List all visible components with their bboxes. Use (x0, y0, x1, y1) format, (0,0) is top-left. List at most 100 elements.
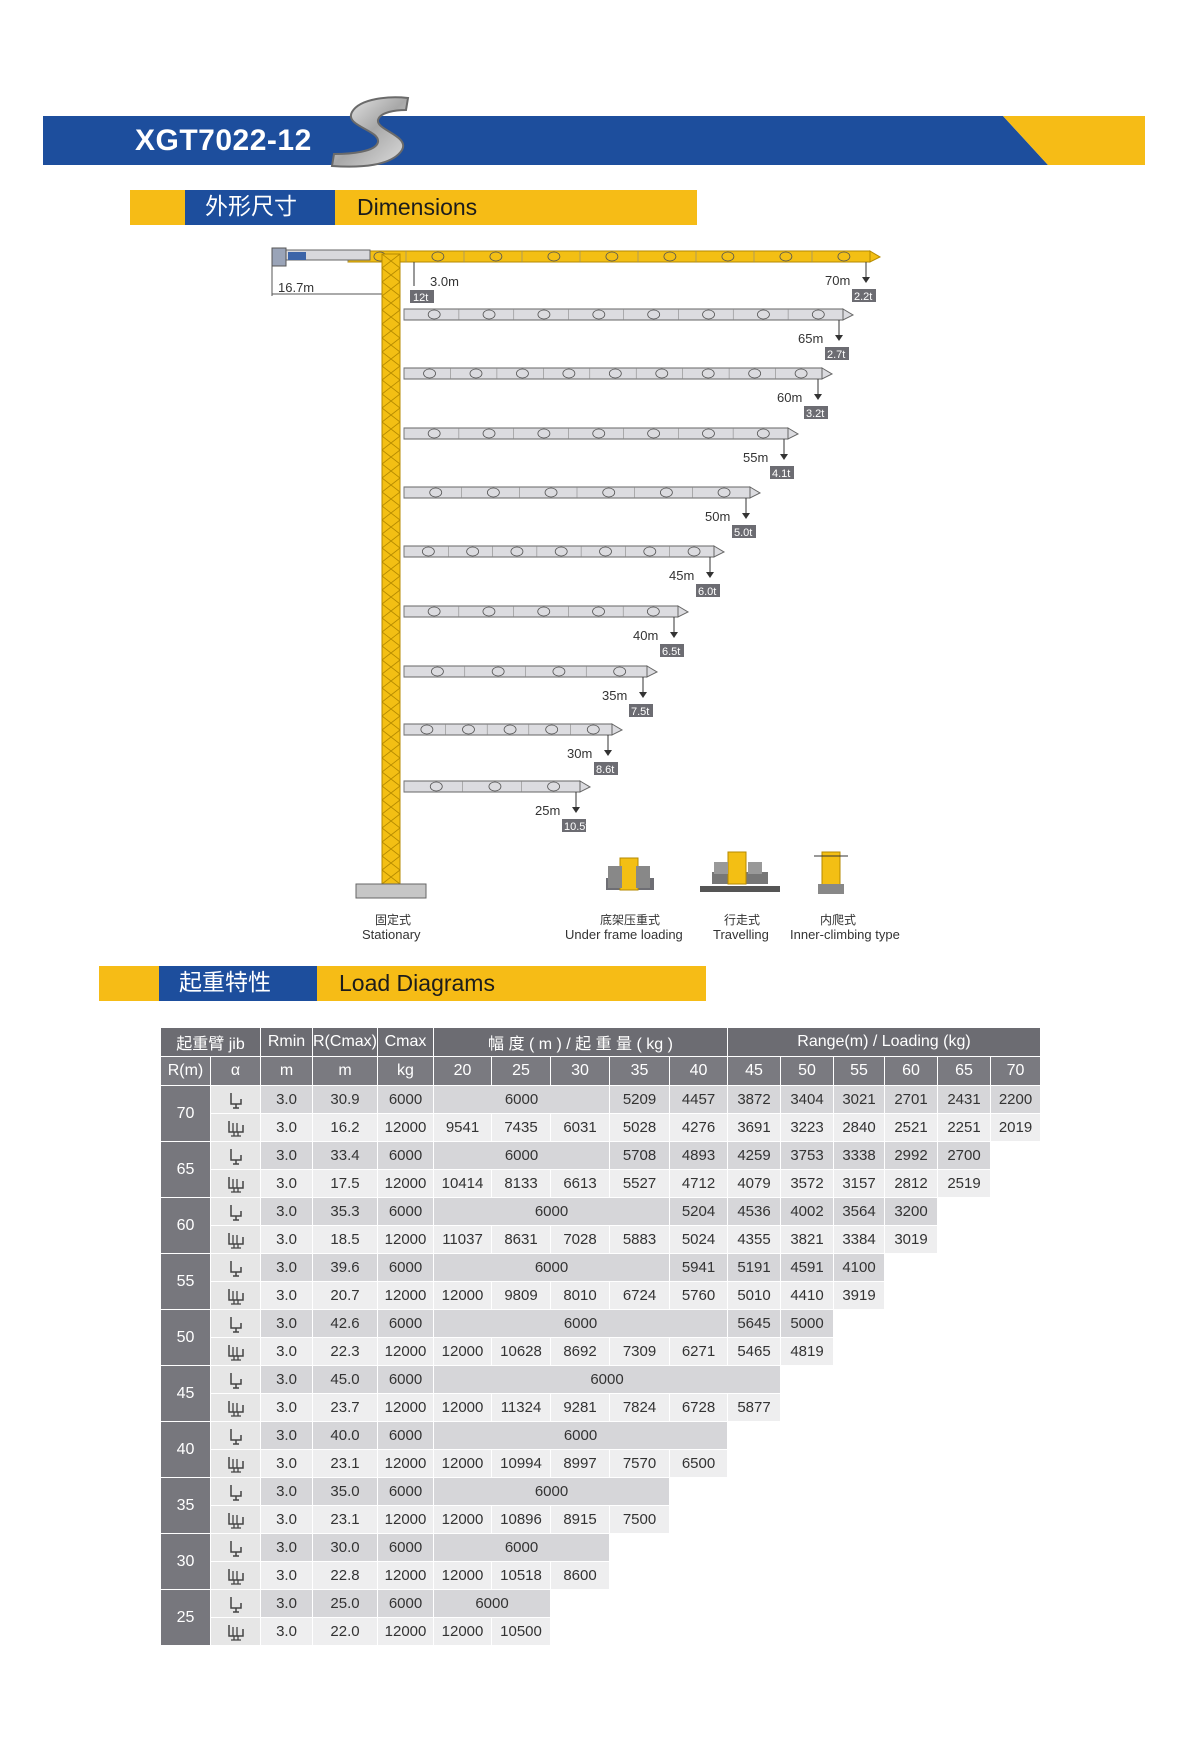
load-cell: 6728 (669, 1393, 728, 1422)
load-cell: 11324 (491, 1393, 551, 1422)
load-cell: 10628 (491, 1337, 551, 1366)
empty-cell (937, 1197, 991, 1226)
cmax-cell: 12000 (377, 1505, 434, 1534)
header-range-45: 45 (727, 1056, 781, 1086)
jib-radius-label: 35m (602, 688, 627, 703)
cmax-cell: 6000 (377, 1085, 434, 1114)
load-cell: 8133 (491, 1169, 551, 1198)
cmax-cell: 6000 (377, 1421, 434, 1450)
jib-55m: 55m 4.1t (403, 427, 800, 480)
jib-radius-label: 30m (567, 746, 592, 761)
load-span-cell: 6000 (433, 1197, 670, 1226)
jib-radius-label: 65m (798, 331, 823, 346)
load-cell: 4591 (780, 1253, 834, 1282)
cmax-cell: 12000 (377, 1393, 434, 1422)
config-innerclimb-cn: 内爬式 (820, 913, 856, 927)
empty-cell (990, 1449, 1041, 1478)
empty-cell (990, 1281, 1041, 1310)
load-span-cell: 6000 (433, 1085, 610, 1114)
empty-cell (884, 1449, 938, 1478)
empty-cell (833, 1365, 885, 1394)
jib-30m: 30m 8.6t (403, 723, 624, 776)
load-cell: 9281 (550, 1393, 610, 1422)
rmin-cell: 3.0 (260, 1477, 313, 1506)
rcmax-cell: 40.0 (312, 1421, 378, 1450)
empty-cell (990, 1561, 1041, 1590)
empty-cell (884, 1561, 938, 1590)
load-cell: 3021 (833, 1085, 885, 1114)
empty-cell (937, 1561, 991, 1590)
load-cell: 12000 (433, 1561, 492, 1590)
cmax-cell: 12000 (377, 1169, 434, 1198)
load-cell: 3564 (833, 1197, 885, 1226)
rcmax-cell: 33.4 (312, 1141, 378, 1170)
hook-min-label: 3.0m (430, 274, 459, 289)
empty-cell (669, 1505, 728, 1534)
dimensions-title-en: Dimensions (335, 190, 697, 225)
empty-cell (833, 1477, 885, 1506)
header-range-en: Range(m) / Loading (kg) (727, 1027, 1041, 1057)
load-cell: 2019 (990, 1113, 1041, 1142)
empty-cell (937, 1589, 991, 1618)
load-cell: 6724 (609, 1281, 670, 1310)
load-cell: 3338 (833, 1141, 885, 1170)
empty-cell (884, 1281, 938, 1310)
empty-cell (780, 1561, 834, 1590)
load-cell: 9809 (491, 1281, 551, 1310)
load-cell: 4100 (833, 1253, 885, 1282)
table-row: 3.0 18.5 12000 11037 8631 7028 5883 5024 4355 382… (161, 1225, 1041, 1254)
empty-cell (990, 1225, 1041, 1254)
load-cell: 5010 (727, 1281, 781, 1310)
load-cell: 2992 (884, 1141, 938, 1170)
empty-cell (833, 1421, 885, 1450)
load-cell: 8631 (491, 1225, 551, 1254)
table-row: 3.0 22.0 12000 12000 10500 (161, 1617, 1041, 1646)
jib-length-cell: 25 (160, 1589, 211, 1646)
two-fall-icon (210, 1253, 261, 1282)
empty-cell (937, 1281, 991, 1310)
empty-cell (780, 1449, 834, 1478)
rcmax-cell: 25.0 (312, 1589, 378, 1618)
load-cell: 5760 (669, 1281, 728, 1310)
cmax-cell: 6000 (377, 1477, 434, 1506)
four-fall-icon (210, 1169, 261, 1198)
rcmax-cell: 42.6 (312, 1309, 378, 1338)
rcmax-cell: 16.2 (312, 1113, 378, 1142)
two-fall-icon (210, 1421, 261, 1450)
jib-radius-label: 40m (633, 628, 658, 643)
rmin-cell: 3.0 (260, 1281, 313, 1310)
rmin-cell: 3.0 (260, 1393, 313, 1422)
four-fall-icon (210, 1561, 261, 1590)
header-range-20: 20 (433, 1056, 492, 1086)
table-row: 35 3.0 35.0 6000 6000 (160, 1477, 1041, 1534)
empty-cell (990, 1421, 1041, 1450)
header-cmax: Cmax (377, 1027, 434, 1057)
empty-cell (990, 1169, 1041, 1198)
rmin-cell: 3.0 (260, 1309, 313, 1338)
rcmax-cell: 22.0 (312, 1617, 378, 1646)
empty-cell (937, 1225, 991, 1254)
load-cell: 5204 (669, 1197, 728, 1226)
load-cell: 4712 (669, 1169, 728, 1198)
empty-cell (990, 1617, 1041, 1646)
empty-cell (833, 1309, 885, 1338)
two-fall-icon (210, 1197, 261, 1226)
config-stationary-cn: 固定式 (375, 912, 411, 927)
four-fall-icon (210, 1113, 261, 1142)
empty-cell (937, 1505, 991, 1534)
rcmax-cell: 39.6 (312, 1253, 378, 1282)
load-cell: 3821 (780, 1225, 834, 1254)
load-cell: 3872 (727, 1085, 781, 1114)
four-fall-icon (210, 1393, 261, 1422)
load-cell: 12000 (433, 1449, 492, 1478)
table-row: 65 3.0 33.4 6000 6000 5708 4893 4259 3753 3338 299… (160, 1141, 1041, 1198)
s-logo: S (330, 96, 410, 168)
empty-cell (937, 1421, 991, 1450)
rcmax-cell: 30.9 (312, 1085, 378, 1114)
load-cell: 9541 (433, 1113, 492, 1142)
empty-cell (833, 1449, 885, 1478)
rcmax-cell: 22.8 (312, 1561, 378, 1590)
load-cell: 7570 (609, 1449, 670, 1478)
load-cell: 2840 (833, 1113, 885, 1142)
load-cell: 5191 (727, 1253, 781, 1282)
